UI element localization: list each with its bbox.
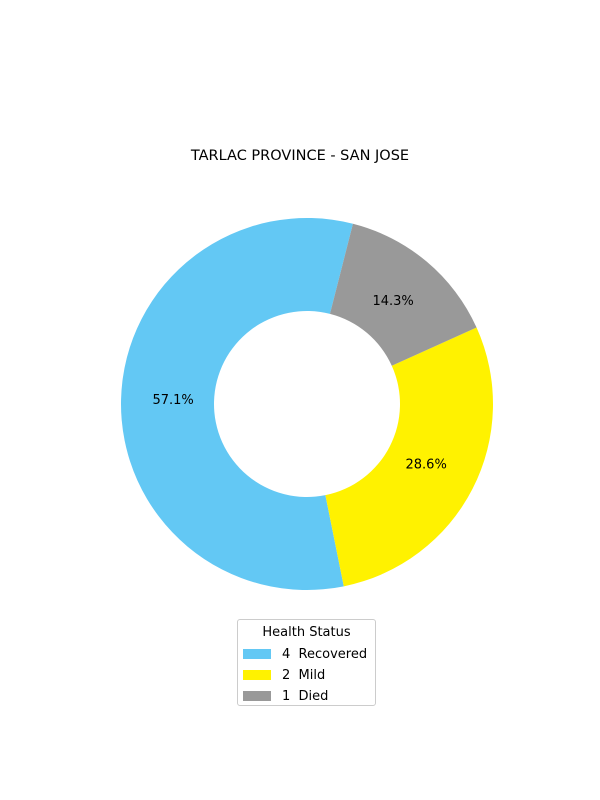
legend-swatch-mild: [243, 670, 271, 680]
percent-label-recovered: 57.1%: [152, 393, 193, 408]
percent-label-died: 14.3%: [372, 294, 413, 309]
legend-title: Health Status: [262, 625, 351, 640]
percent-labels: 57.1% 28.6% 14.3%: [152, 294, 446, 473]
legend-swatch-died: [243, 691, 271, 701]
percent-label-mild: 28.6%: [406, 458, 447, 473]
legend-label-mild: 2 Mild: [282, 667, 326, 683]
chart-title: TARLAC PROVINCE - SAN JOSE: [190, 148, 410, 164]
slice-died: [329, 223, 477, 366]
legend-label-died: 1 Died: [282, 688, 329, 704]
legend-label-recovered: 4 Recovered: [282, 646, 368, 662]
legend-swatch-recovered: [243, 649, 271, 659]
donut-slices: [121, 218, 493, 590]
slice-mild: [325, 327, 493, 587]
legend-item-died: 1 Died: [243, 687, 328, 705]
legend: Health Status 4 Recovered 2 Mild 1 Died: [237, 619, 376, 706]
legend-item-mild: 2 Mild: [243, 666, 325, 684]
legend-item-recovered: 4 Recovered: [243, 645, 367, 663]
slice-recovered: [121, 218, 353, 590]
